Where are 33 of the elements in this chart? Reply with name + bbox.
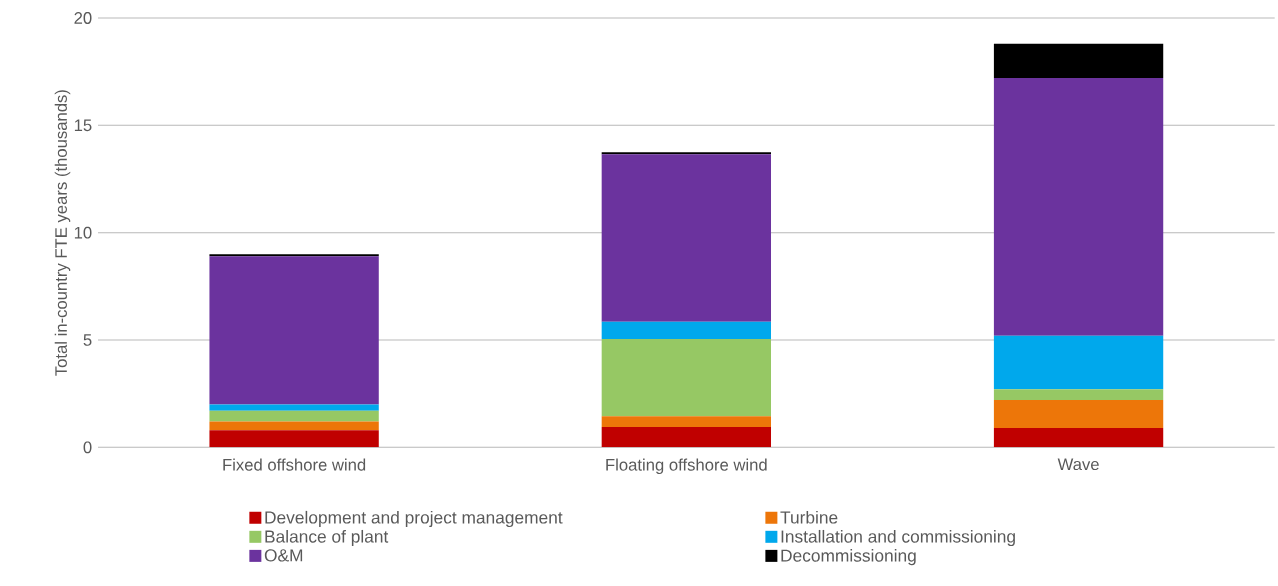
bar [601,152,771,155]
bar [993,400,1164,429]
bar [209,404,379,411]
bar [993,78,1164,336]
y-tick-label: 15 [74,119,92,132]
x-tick-label: Fixed offshore wind [223,458,366,471]
bar [601,426,771,448]
y-tick-label: 10 [74,226,92,239]
bar [601,416,771,427]
bar [993,428,1164,448]
legend-label: Development and project management [265,510,563,528]
bar [993,43,1164,79]
y-axis-title: Total in-country FTE years (thousands) [54,90,71,376]
bar [209,430,379,448]
bar [993,389,1164,401]
bar [993,335,1164,390]
y-tick-label: 20 [74,12,92,24]
bar [209,421,379,431]
legend-label: Decommissioning [781,549,916,566]
legend-label: Turbine [780,510,838,524]
x-tick-label: Wave [1057,458,1099,471]
legend-label: Balance of plant [265,529,389,547]
bar [601,338,771,417]
y-tick-label: 5 [83,334,92,346]
legend-label: O&M [264,549,303,562]
bar [601,321,771,339]
bar [209,410,379,422]
bar [209,256,379,405]
bar [601,154,771,322]
x-tick-label: Floating offshore wind [606,458,767,475]
bar [209,254,379,257]
y-tick-label: 0 [83,441,92,454]
legend-label: Installation and commissioning [781,529,1015,547]
